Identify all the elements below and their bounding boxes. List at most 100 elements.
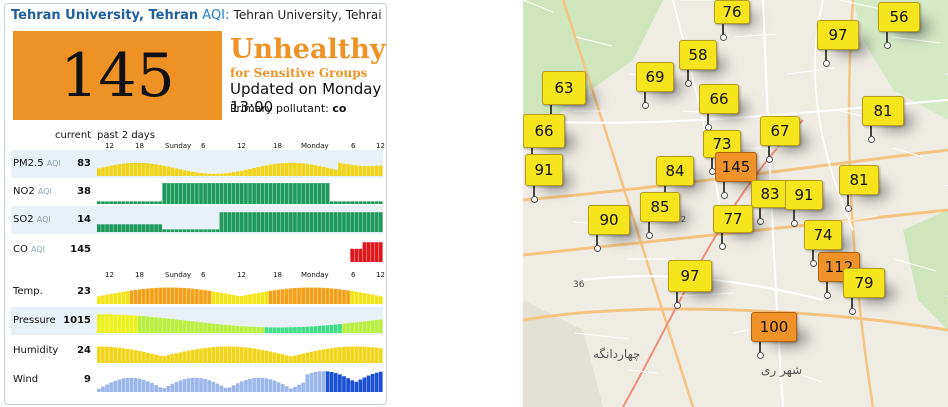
station-title[interactable]: Tehran University, Tehran [11, 8, 199, 23]
sparkline-bar [338, 289, 342, 304]
pollutant-row: SO2 AQI 14 [11, 206, 383, 234]
station-marker[interactable]: 76 [714, 0, 750, 24]
sparkline-bar [244, 347, 248, 363]
sparkline-bar [129, 290, 134, 304]
station-map[interactable]: 362چهاردانگهشهر ری 765697586963666681736… [523, 0, 948, 407]
sparkline-bar [182, 351, 187, 363]
sparkline-bar [325, 167, 330, 176]
sparkline-bar [358, 346, 363, 363]
sparkline-bar [284, 212, 289, 232]
sparkline-bar [256, 377, 261, 392]
station-marker[interactable]: 66 [523, 114, 565, 148]
sparkline-bar [289, 212, 293, 232]
sparkline-bar [244, 169, 248, 176]
station-marker[interactable]: 56 [878, 2, 920, 32]
panel-header: Tehran University, Tehran AQI: Tehran Un… [11, 8, 381, 30]
station-select[interactable]: Tehran University, Tehrai [233, 8, 381, 22]
sparkline-bar [133, 162, 138, 176]
station-marker[interactable]: 84 [656, 156, 694, 186]
sparkline-bar [190, 171, 195, 176]
road-label: 36 [573, 280, 585, 290]
station-marker[interactable]: 145 [715, 152, 757, 182]
sparkline-bar [235, 383, 240, 392]
street [785, 369, 823, 383]
row-name: NO2 AQI [13, 186, 52, 197]
sparkline-bar [293, 327, 297, 333]
sparkline-bar [366, 166, 371, 176]
station-marker[interactable]: 91 [785, 180, 823, 210]
sparkline-bar [313, 371, 318, 392]
station-marker[interactable]: 90 [588, 205, 630, 235]
sparkline-bar [268, 290, 273, 304]
station-marker[interactable]: 83 [751, 180, 789, 208]
station-marker[interactable]: 81 [839, 165, 879, 195]
station-marker[interactable]: 100 [751, 312, 797, 342]
sparkline-bar [268, 327, 273, 333]
sparkline-bar [342, 346, 346, 363]
sparkline-bar [284, 162, 289, 176]
sparkline-bar [284, 288, 289, 304]
station-marker[interactable]: 97 [668, 260, 712, 292]
sparkline-bar [125, 291, 130, 304]
sparkline-bar [129, 377, 134, 392]
sparkline-bar [370, 201, 375, 204]
sparkline-bar [260, 377, 265, 392]
station-marker[interactable]: 79 [843, 268, 885, 298]
sparkline-bar [121, 348, 126, 363]
sparkline-bar [227, 183, 232, 204]
station-marker[interactable]: 67 [760, 116, 800, 146]
marker-pin [711, 156, 713, 170]
sparkline-bar [125, 315, 130, 333]
sparkline-bar [248, 212, 252, 232]
row-name: Wind [13, 374, 39, 385]
sparkline-bar [313, 212, 318, 232]
sparkline-bar [141, 162, 146, 176]
station-marker[interactable]: 58 [679, 40, 717, 70]
sparkline-bar [305, 352, 310, 363]
marker-pin [768, 144, 770, 158]
sparkline-bar [244, 183, 248, 204]
sparkline-bar [342, 289, 346, 304]
sparkline-bar [370, 373, 375, 392]
sparkline-bar [117, 347, 122, 363]
sparkline-bar [354, 165, 359, 176]
sparkline-bar [121, 291, 126, 304]
sparkline-bar [195, 289, 199, 304]
sparkline-bar [199, 348, 203, 363]
sparkline-bar [240, 170, 244, 176]
sparkline-bar [162, 229, 167, 232]
station-marker[interactable]: 77 [713, 205, 753, 233]
sparkline-bar [346, 323, 350, 333]
sparkline-bar [125, 163, 130, 176]
station-marker[interactable]: 63 [542, 71, 586, 105]
marker-pin [870, 124, 872, 138]
station-marker[interactable]: 81 [862, 96, 904, 126]
sparkline-bar [223, 324, 228, 333]
marker-pin-head [757, 352, 764, 359]
time-tick: Sunday [165, 142, 192, 150]
row-unit: AQI [46, 159, 61, 168]
sparkline-bar [317, 287, 322, 304]
station-marker[interactable]: 97 [817, 20, 859, 50]
sparkline-bar [186, 320, 191, 333]
sparkline-bar [248, 183, 252, 204]
sparkline-bar [272, 290, 277, 304]
sparkline-bar [293, 212, 297, 232]
sparkline-bar [248, 294, 252, 304]
station-marker[interactable]: 74 [804, 220, 842, 250]
sparkline-bar [289, 388, 293, 392]
sparkline-bar [129, 224, 134, 232]
sparkline-bar [272, 380, 277, 392]
station-marker[interactable]: 66 [699, 84, 739, 114]
sparkline-bar [207, 347, 211, 363]
sparkline-bar [133, 350, 138, 363]
station-marker[interactable]: 85 [640, 192, 680, 222]
station-marker[interactable]: 91 [525, 154, 563, 186]
station-marker[interactable]: 69 [636, 62, 674, 92]
sparkline-bar [272, 327, 277, 333]
map-base: 362چهاردانگهشهر ری [523, 0, 948, 407]
street [891, 36, 941, 44]
sparkline-bar [240, 381, 244, 392]
sparkline-bar [166, 183, 171, 204]
sparkline-bar [350, 248, 354, 262]
